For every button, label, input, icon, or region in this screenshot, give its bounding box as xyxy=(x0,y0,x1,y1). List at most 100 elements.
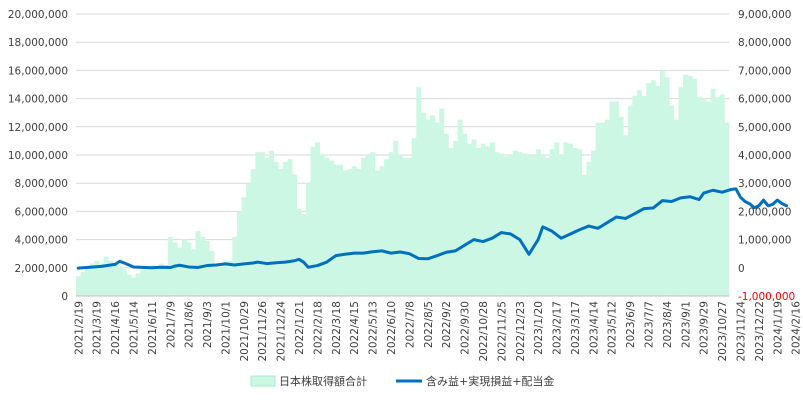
x-tick-label-25: 2023/1/20 xyxy=(533,301,545,355)
bar-52 xyxy=(315,142,321,296)
x-tick-label-33: 2023/9/1 xyxy=(680,301,692,348)
bar-60 xyxy=(351,166,357,296)
x-tick-label-29: 2023/5/12 xyxy=(607,301,619,355)
bar-133 xyxy=(687,76,693,296)
bar-2 xyxy=(85,266,91,296)
bar-24 xyxy=(186,242,192,296)
y-left-tick-label-5: 10,000,000 xyxy=(8,150,68,162)
y-right-tick-label-9: 8,000,000 xyxy=(738,37,791,49)
y-left-tick-label-8: 16,000,000 xyxy=(8,65,68,77)
bar-123 xyxy=(641,95,647,296)
bar-8 xyxy=(112,264,118,296)
bar-109 xyxy=(577,149,583,296)
bar-29 xyxy=(209,250,215,296)
y-right-tick-label-4: 3,000,000 xyxy=(738,178,791,190)
bar-33 xyxy=(227,260,233,296)
bar-89 xyxy=(485,146,491,296)
bar-132 xyxy=(683,74,688,296)
bar-28 xyxy=(204,241,210,296)
bar-4 xyxy=(94,260,100,296)
bar-113 xyxy=(595,122,601,296)
x-tick-label-37: 2023/12/22 xyxy=(754,301,766,362)
bar-76 xyxy=(425,119,431,296)
bar-25 xyxy=(190,249,196,296)
bar-130 xyxy=(673,119,679,296)
bar-131 xyxy=(678,87,684,296)
x-tick-label-39: 2024/2/16 xyxy=(791,301,803,355)
bar-40 xyxy=(259,152,265,296)
bar-93 xyxy=(503,156,509,296)
y-right-tick-label-6: 5,000,000 xyxy=(738,122,791,134)
bar-62 xyxy=(361,157,367,296)
x-tick-label-26: 2023/2/17 xyxy=(552,301,564,355)
y-left-tick-label-2: 4,000,000 xyxy=(15,235,68,247)
bar-77 xyxy=(430,115,435,297)
x-tick-label-9: 2021/10/29 xyxy=(239,301,251,362)
x-tick-label-19: 2022/8/5 xyxy=(423,301,435,348)
bar-11 xyxy=(126,274,132,296)
x-tick-label-38: 2024/1/19 xyxy=(772,301,784,355)
bar-69 xyxy=(393,140,399,296)
legend: 日本株取得額合計 含み益+実現損益+配当金 xyxy=(250,374,554,388)
y-right-tick-label-3: 2,000,000 xyxy=(738,206,791,218)
bar-56 xyxy=(333,164,339,296)
bar-119 xyxy=(623,135,629,296)
bar-86 xyxy=(471,139,477,296)
bar-54 xyxy=(324,157,330,296)
bar-79 xyxy=(439,108,445,296)
bar-22 xyxy=(177,248,183,296)
x-tick-label-24: 2022/12/23 xyxy=(515,301,527,362)
bar-74 xyxy=(416,87,422,296)
bar-87 xyxy=(476,147,481,296)
bar-114 xyxy=(600,122,606,296)
x-tick-label-15: 2022/4/15 xyxy=(349,301,361,355)
bar-63 xyxy=(365,155,371,296)
y-right-tick-label-5: 4,000,000 xyxy=(738,150,791,162)
bar-117 xyxy=(614,101,619,296)
y-left-tick-label-1: 2,000,000 xyxy=(15,263,68,275)
x-tick-label-36: 2023/11/24 xyxy=(736,301,748,362)
bar-108 xyxy=(572,147,578,296)
bar-78 xyxy=(434,122,440,296)
bar-127 xyxy=(660,70,665,297)
bar-120 xyxy=(627,105,633,297)
bar-100 xyxy=(535,149,541,296)
line-series-path xyxy=(76,187,788,270)
y-right-tick-label-10: 9,000,000 xyxy=(738,9,791,21)
bar-135 xyxy=(696,97,702,296)
bar-31 xyxy=(218,267,224,296)
x-tick-label-14: 2022/3/18 xyxy=(331,301,343,355)
bar-18 xyxy=(158,263,164,296)
bar-21 xyxy=(172,242,178,296)
x-tick-label-32: 2023/8/4 xyxy=(662,301,674,348)
axis-layer: 0 2,000,000 4,000,000 6,000,000 8,000,000 10,… xyxy=(8,9,803,362)
x-tick-label-4: 2021/6/11 xyxy=(147,301,159,355)
bar-107 xyxy=(568,143,573,296)
y-right-tick-label-7: 6,000,000 xyxy=(738,94,791,106)
bar-124 xyxy=(646,83,652,296)
x-tick-label-5: 2021/7/9 xyxy=(165,301,177,348)
bar-110 xyxy=(581,174,587,296)
bar-128 xyxy=(664,77,670,296)
bar-23 xyxy=(181,239,187,296)
bar-32 xyxy=(223,260,229,296)
bar-140 xyxy=(719,94,725,297)
bar-9 xyxy=(117,266,123,296)
bar-73 xyxy=(411,138,417,296)
y-left-tick-label-7: 14,000,000 xyxy=(8,94,68,106)
bar-64 xyxy=(370,152,376,296)
bar-48 xyxy=(296,208,302,296)
legend-label-line: 含み益+実現損益+配当金 xyxy=(426,374,554,388)
bar-38 xyxy=(250,169,256,296)
bar-116 xyxy=(609,101,615,296)
bar-75 xyxy=(420,112,426,296)
x-tick-label-1: 2021/3/19 xyxy=(92,301,104,355)
bar-39 xyxy=(255,152,261,296)
x-tick-label-18: 2022/7/8 xyxy=(404,301,416,348)
y-right-tick-label-2: 1,000,000 xyxy=(738,235,791,247)
x-tick-label-31: 2023/7/7 xyxy=(644,301,656,348)
bar-138 xyxy=(710,88,716,296)
bar-121 xyxy=(632,95,638,296)
bar-80 xyxy=(443,133,449,296)
